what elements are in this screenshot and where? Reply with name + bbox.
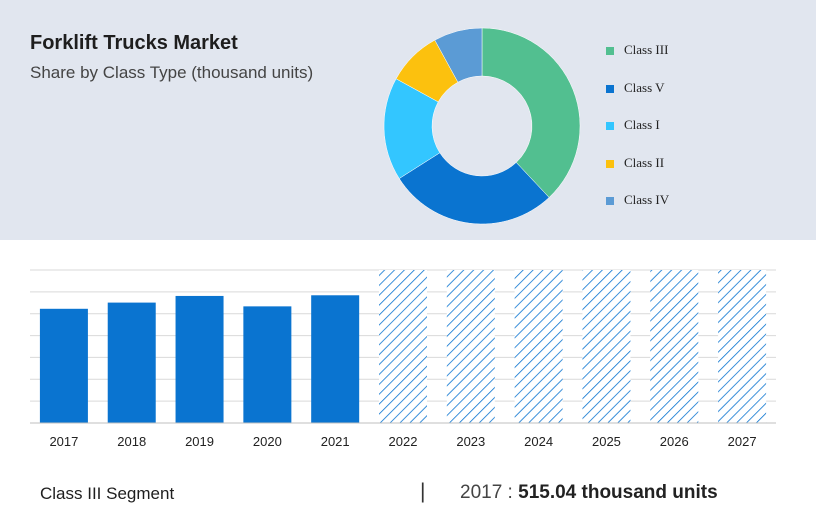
legend-label: Class I (624, 117, 660, 132)
legend-swatch (606, 159, 614, 168)
legend-label: Class V (624, 79, 665, 95)
forecast-bar-2027 (718, 270, 767, 423)
x-tick-label: 2025 (592, 434, 621, 449)
legend-swatch (606, 84, 614, 93)
x-tick-label: 2022 (389, 434, 418, 449)
bar-2019 (175, 295, 224, 423)
footer-amount: 515.04 thousand units (518, 482, 718, 503)
legend-label: Class IV (624, 192, 670, 207)
footer-value: 2017 : 515.04 thousand units (460, 482, 718, 504)
segment-label: Class III Segment (40, 484, 175, 503)
x-tick-label: 2021 (321, 434, 350, 449)
bar-2017 (39, 308, 88, 423)
legend-item: Class II (606, 155, 669, 193)
donut-legend: Class III Class V Class I Class II Class IV (606, 42, 669, 230)
forecast-bar-2023 (446, 270, 495, 423)
legend-item: Class V (606, 80, 669, 118)
forecast-bar-2022 (379, 270, 427, 423)
chart-title: Forklift Trucks Market (30, 32, 238, 54)
chart-subtitle: Share by Class Type (thousand units) (30, 63, 314, 82)
x-tick-label: 2024 (524, 434, 553, 449)
x-tick-label: 2017 (49, 434, 78, 449)
legend-item: Class III (606, 42, 669, 80)
donut-chart (383, 27, 581, 225)
footer-year: 2017 (460, 482, 503, 503)
donut-slice-class-iv (434, 27, 483, 83)
bar-2021 (311, 295, 360, 423)
top-panel: Forklift Trucks Market Share by Class Ty… (0, 0, 816, 240)
bar-2020 (243, 306, 292, 423)
footer-separator: | (420, 480, 426, 503)
footer-colon: : (502, 482, 519, 503)
forecast-bar-2025 (582, 270, 631, 423)
bar-2018 (107, 302, 156, 423)
legend-swatch (606, 197, 614, 205)
forecast-bar-2026 (650, 270, 699, 423)
x-tick-label: 2020 (253, 434, 282, 449)
x-tick-label: 2027 (728, 434, 757, 449)
legend-swatch (606, 122, 614, 130)
donut-slice-class-v (398, 152, 550, 225)
legend-swatch (606, 47, 614, 55)
legend-label: Class III (624, 42, 669, 57)
x-tick-label: 2018 (117, 434, 146, 449)
legend-label: Class II (624, 154, 665, 170)
x-tick-label: 2026 (660, 434, 689, 449)
bar-chart: 2017 2018 2019 2020 2021 2022 2023 2024 2025 2026… (30, 269, 776, 449)
x-tick-label: 2019 (185, 434, 214, 449)
legend-item: Class I (606, 117, 669, 155)
forecast-bar-2024 (514, 270, 563, 423)
legend-item: Class IV (606, 192, 669, 230)
donut-slice-class-iii (481, 27, 581, 198)
x-tick-label: 2023 (456, 434, 485, 449)
